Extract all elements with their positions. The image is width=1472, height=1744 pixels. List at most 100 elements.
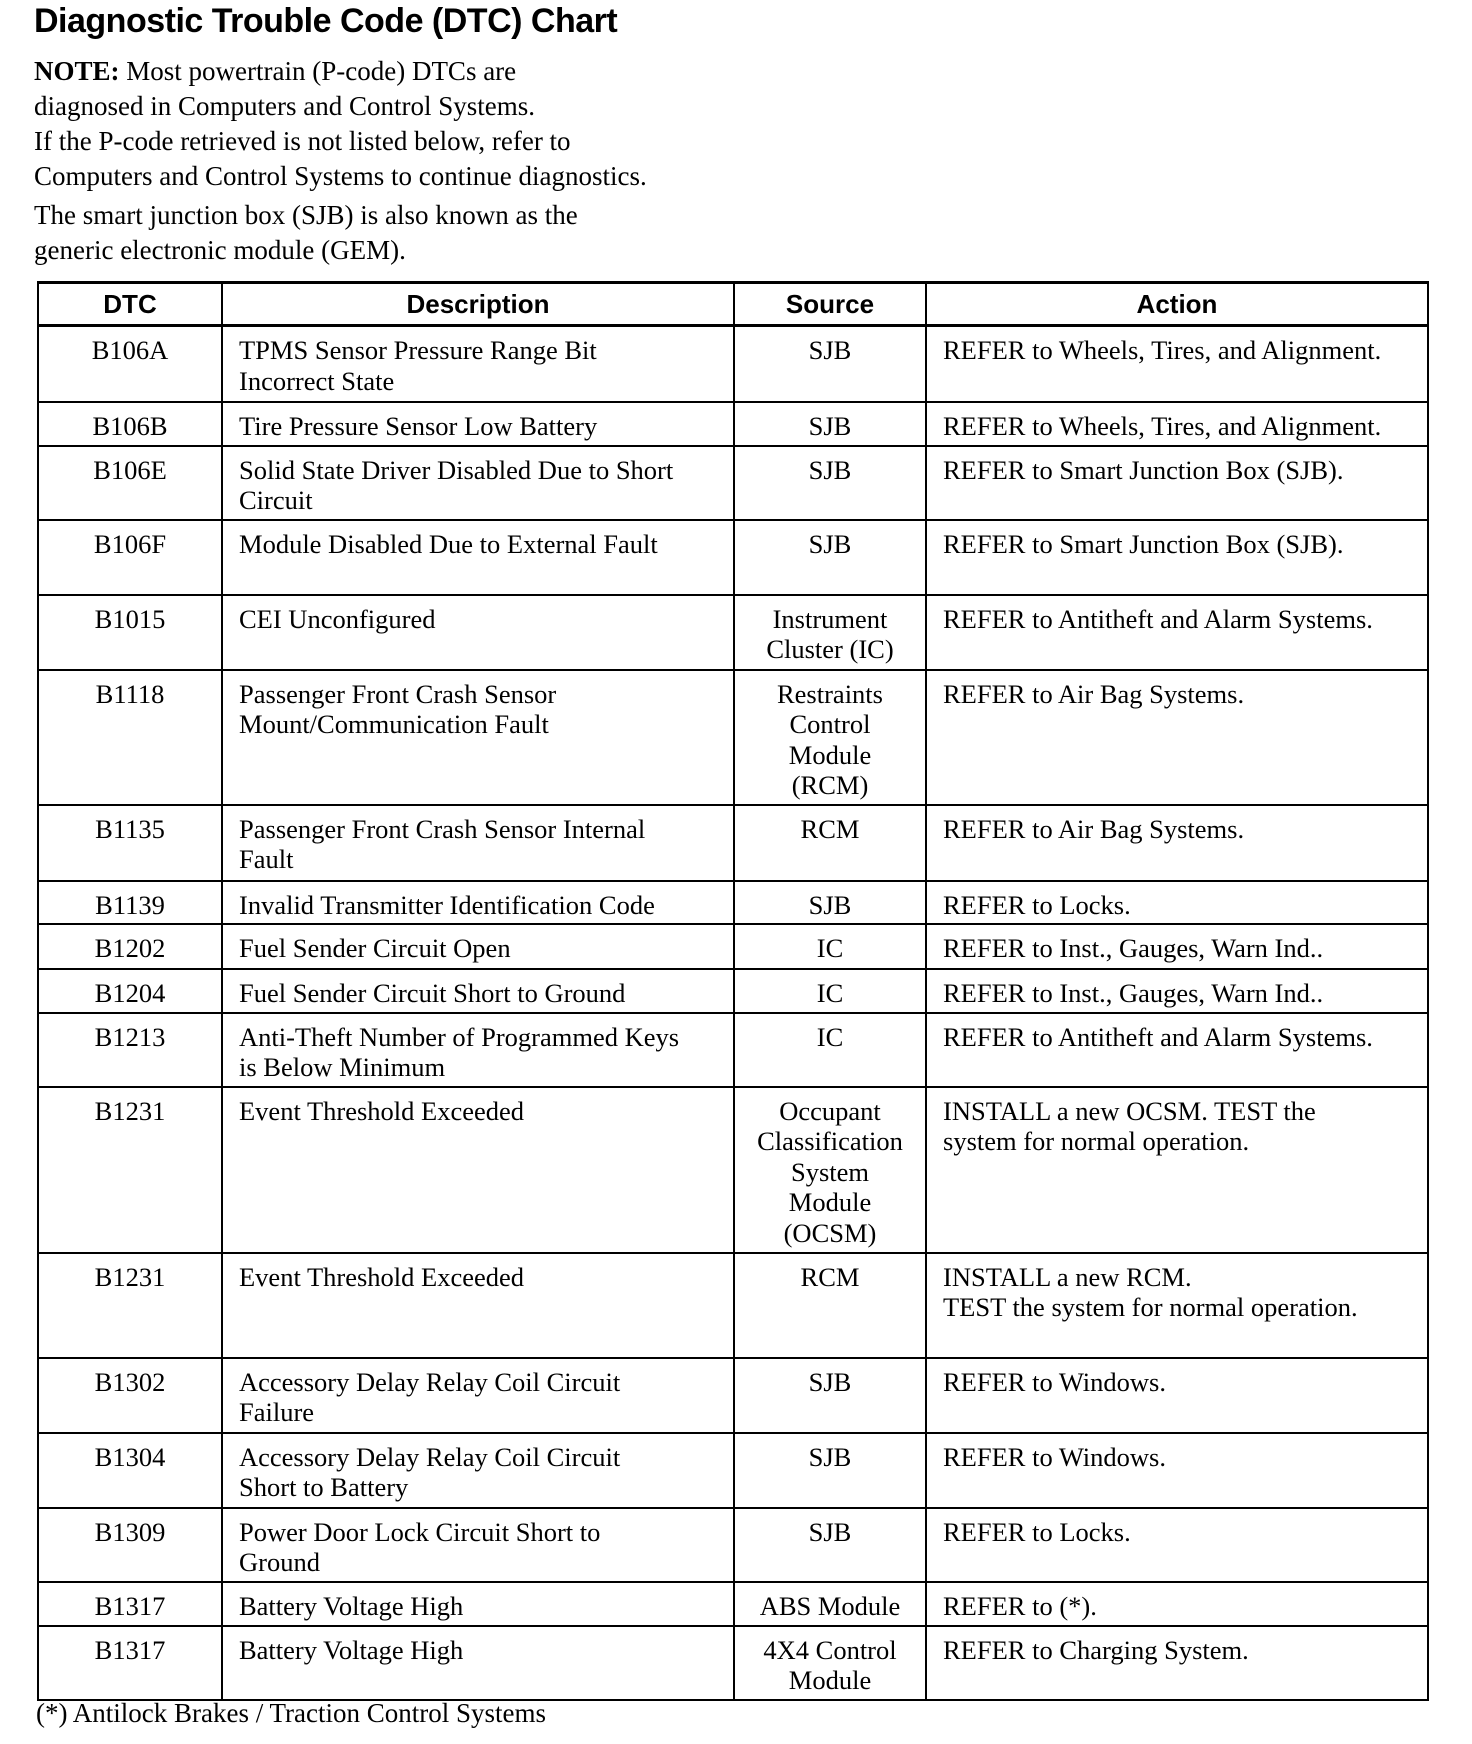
cell-dtc: B1304 [37,1431,223,1509]
cell-action: REFER to Wheels, Tires, and Alignment. [925,324,1429,403]
table-row: B1304 Accessory Delay Relay Coil Circuit … [37,1431,1429,1509]
cell-source: Restraints Control Module (RCM) [733,668,927,806]
cell-description: Fuel Sender Circuit Short to Ground [221,967,735,1014]
cell-description: Accessory Delay Relay Coil Circuit Failu… [221,1356,735,1434]
cell-dtc: B1202 [37,922,223,970]
cell-dtc: B106F [37,518,223,596]
cell-dtc: B106A [37,324,223,403]
cell-action: REFER to Antitheft and Alarm Systems. [925,593,1429,671]
cell-source: RCM [733,1251,927,1359]
table-row: B1202 Fuel Sender Circuit Open IC REFER to … [37,922,1429,970]
cell-dtc: B1135 [37,803,223,882]
table-row: B1317 Battery Voltage High ABS Module REFER… [37,1580,1429,1627]
cell-source: IC [733,922,927,970]
cell-source: SJB [733,1431,927,1509]
cell-action: REFER to Windows. [925,1431,1429,1509]
cell-description: Tire Pressure Sensor Low Battery [221,400,735,447]
note-block: NOTE: Most powertrain (P-code) DTCs are … [34,54,647,268]
cell-dtc: B1317 [37,1580,223,1627]
header-action: Action [925,281,1429,327]
cell-description: Event Threshold Exceeded [221,1251,735,1359]
table-row: B1231 Event Threshold Exceeded RCM INSTALL … [37,1251,1429,1359]
cell-description: TPMS Sensor Pressure Range Bit Incorrect… [221,324,735,403]
cell-description: Accessory Delay Relay Coil Circuit Short… [221,1431,735,1509]
cell-source: SJB [733,444,927,521]
table-row: B1213 Anti-Theft Number of Programmed Key… [37,1011,1429,1088]
cell-description: Anti-Theft Number of Programmed Keys is … [221,1011,735,1088]
cell-action: REFER to Air Bag Systems. [925,668,1429,806]
note-line: NOTE: Most powertrain (P-code) DTCs are [34,56,517,86]
cell-source: SJB [733,400,927,447]
table-row: B106B Tire Pressure Sensor Low Battery SJB… [37,400,1429,447]
cell-dtc: B1309 [37,1506,223,1583]
cell-description: Fuel Sender Circuit Open [221,922,735,970]
cell-source: RCM [733,803,927,882]
note-label: NOTE: [34,56,120,86]
cell-action: REFER to Smart Junction Box (SJB). [925,444,1429,521]
table-row: B106E Solid State Driver Disabled Due to … [37,444,1429,521]
cell-action: REFER to (*). [925,1580,1429,1627]
note-line: diagnosed in Computers and Control Syste… [34,91,535,121]
cell-action: REFER to Inst., Gauges, Warn Ind.. [925,922,1429,970]
sjb-note-line: The smart junction box (SJB) is also kno… [34,200,578,230]
table-row: B106F Module Disabled Due to External Fau… [37,518,1429,596]
note-line: If the P-code retrieved is not listed be… [34,126,571,156]
cell-action: REFER to Locks. [925,1506,1429,1583]
cell-description: Battery Voltage High [221,1580,735,1627]
header-source: Source [733,281,927,327]
cell-dtc: B1231 [37,1085,223,1254]
footnote: (*) Antilock Brakes / Traction Control S… [36,1698,546,1728]
cell-description: Passenger Front Crash Sensor Internal Fa… [221,803,735,882]
cell-action: REFER to Wheels, Tires, and Alignment. [925,400,1429,447]
cell-action: REFER to Smart Junction Box (SJB). [925,518,1429,596]
cell-source: IC [733,1011,927,1088]
cell-dtc: B1302 [37,1356,223,1434]
cell-source: Occupant Classification System Module (O… [733,1085,927,1254]
cell-dtc: B1213 [37,1011,223,1088]
table-row: B1317 Battery Voltage High 4X4 Control Mod… [37,1624,1429,1701]
table-row: B1302 Accessory Delay Relay Coil Circuit … [37,1356,1429,1434]
table-row: B106A TPMS Sensor Pressure Range Bit Inco… [37,324,1429,403]
cell-description: Event Threshold Exceeded [221,1085,735,1254]
cell-source: ABS Module [733,1580,927,1627]
page-title: Diagnostic Trouble Code (DTC) Chart [34,2,618,40]
cell-source: IC [733,967,927,1014]
cell-action: REFER to Air Bag Systems. [925,803,1429,882]
header-description: Description [221,281,735,327]
table-row: B1204 Fuel Sender Circuit Short to Ground… [37,967,1429,1014]
cell-dtc: B1118 [37,668,223,806]
table-row: B1231 Event Threshold Exceeded Occupant Cl… [37,1085,1429,1254]
table-row: B1139 Invalid Transmitter Identification … [37,879,1429,925]
cell-dtc: B106E [37,444,223,521]
cell-description: Battery Voltage High [221,1624,735,1701]
cell-dtc: B1015 [37,593,223,671]
cell-action: REFER to Inst., Gauges, Warn Ind.. [925,967,1429,1014]
table-row: B1015 CEI Unconfigured Instrument Cluster … [37,593,1429,671]
cell-source: 4X4 Control Module [733,1624,927,1701]
cell-description: Solid State Driver Disabled Due to Short… [221,444,735,521]
cell-source: SJB [733,324,927,403]
cell-source: SJB [733,518,927,596]
cell-description: Power Door Lock Circuit Short to Ground [221,1506,735,1583]
cell-action: REFER to Locks. [925,879,1429,925]
cell-action: REFER to Windows. [925,1356,1429,1434]
cell-description: Passenger Front Crash Sensor Mount/Commu… [221,668,735,806]
cell-action: INSTALL a new OCSM. TEST the system for … [925,1085,1429,1254]
cell-dtc: B1231 [37,1251,223,1359]
cell-dtc: B1139 [37,879,223,925]
note-line: Computers and Control Systems to continu… [34,161,647,191]
cell-dtc: B1317 [37,1624,223,1701]
table-row: B1135 Passenger Front Crash Sensor Intern… [37,803,1429,882]
dtc-table: DTC Description Source Action B106A TPMS … [37,281,1429,1701]
table-row: B1309 Power Door Lock Circuit Short to Gr… [37,1506,1429,1583]
header-dtc: DTC [37,281,223,327]
cell-description: Invalid Transmitter Identification Code [221,879,735,925]
cell-dtc: B106B [37,400,223,447]
cell-dtc: B1204 [37,967,223,1014]
table-header-row: DTC Description Source Action [37,281,1429,327]
table-row: B1118 Passenger Front Crash Sensor Mount/… [37,668,1429,806]
cell-description: Module Disabled Due to External Fault [221,518,735,596]
cell-source: SJB [733,879,927,925]
cell-source: Instrument Cluster (IC) [733,593,927,671]
cell-source: SJB [733,1506,927,1583]
